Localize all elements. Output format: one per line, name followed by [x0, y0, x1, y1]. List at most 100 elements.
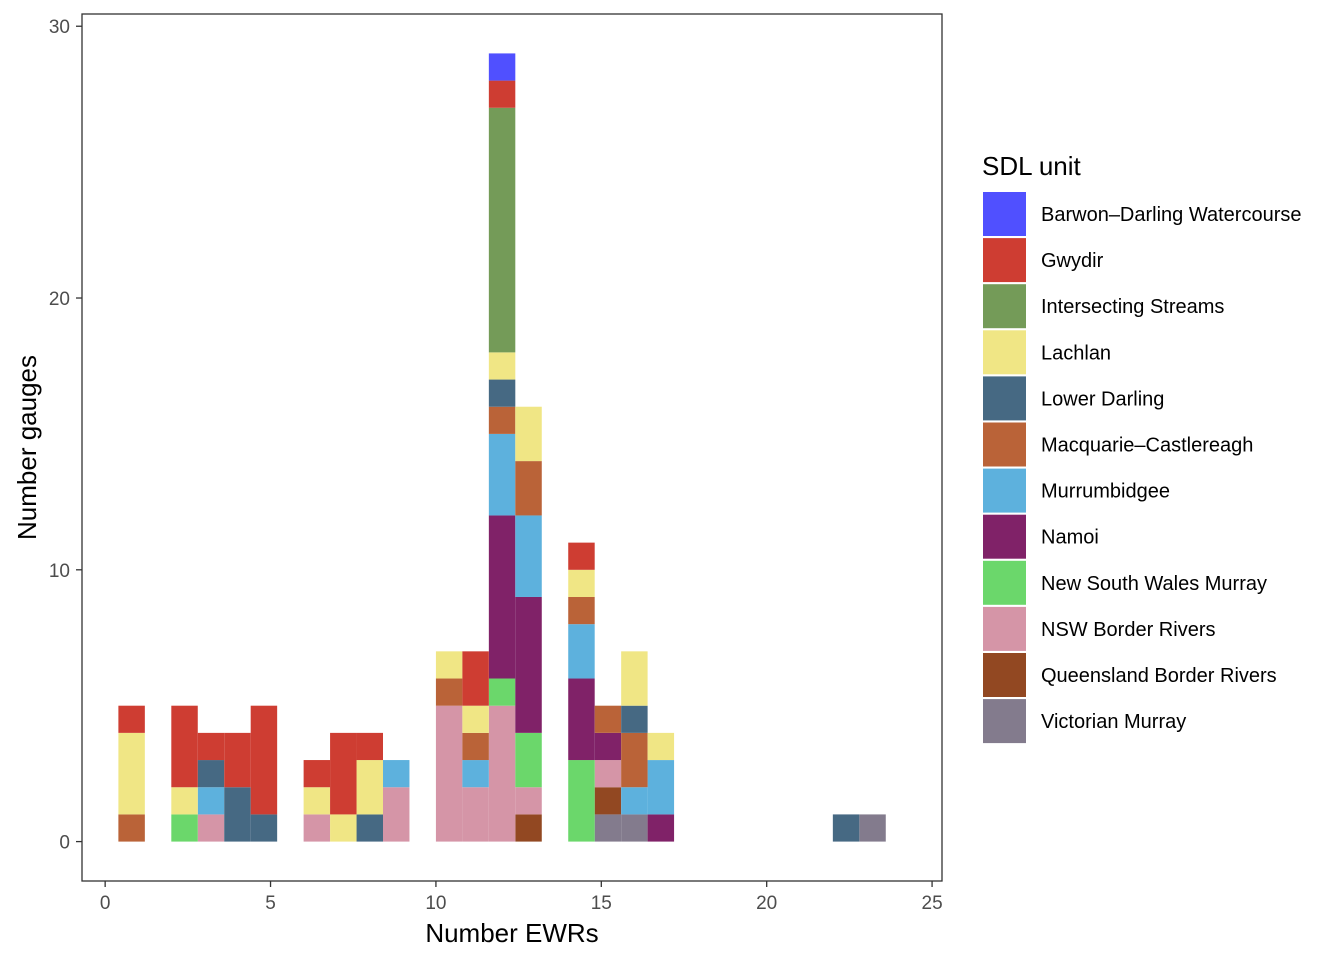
bar-victorian-murray-16: [621, 814, 648, 842]
y-axis-title: Number gauges: [12, 355, 42, 540]
bar-nsw-border-rivers-11_2: [462, 787, 489, 842]
bar-nsw-border-rivers-15_2: [594, 760, 622, 788]
bar-nsw-border-rivers-10_4: [435, 705, 463, 842]
axis-ticks: 0 5 10 15 20 25 0 10 20 30: [49, 17, 943, 914]
bar-victorian-murray-23_2: [859, 814, 886, 842]
bar-murrumbidgee-11_2: [462, 760, 489, 788]
bar-gwydir-0_8: [118, 705, 145, 733]
bar-namoi-14_4: [568, 678, 595, 761]
bar-lachlan-14_4: [568, 569, 595, 597]
bar-lachlan-11_2: [462, 705, 489, 733]
x-tick-label: 5: [265, 893, 276, 914]
bar-namoi-12_8: [515, 596, 542, 733]
bar-macquarie-castlereagh-0_8: [118, 814, 145, 842]
bar-new-south-wales-murray-14_4: [568, 760, 595, 842]
legend-label-queensland-border-rivers: Queensland Border Rivers: [1041, 665, 1277, 687]
legend-label-victorian-murray: Victorian Murray: [1041, 711, 1186, 733]
bar-lower-darling-3_2: [197, 760, 225, 788]
bar-nsw-border-rivers-12_8: [515, 787, 542, 815]
bar-lower-darling-4: [224, 787, 251, 842]
x-tick-label: 10: [425, 893, 446, 914]
bar-intersecting-streams-12: [488, 107, 516, 353]
x-tick-label: 15: [591, 893, 612, 914]
bar-new-south-wales-murray-2_4: [171, 814, 198, 842]
y-tick-label: 0: [59, 833, 70, 854]
plot-panel-border: [81, 13, 943, 882]
bar-gwydir-4_8: [250, 705, 278, 815]
y-tick-label: 10: [49, 561, 70, 582]
bar-namoi-12: [488, 515, 516, 679]
bar-queensland-border-rivers-12_8: [515, 814, 542, 842]
legend-label-intersecting-streams: Intersecting Streams: [1041, 296, 1224, 318]
bar-lower-darling-8: [356, 814, 383, 842]
bar-lower-darling-16: [621, 705, 648, 733]
bar-murrumbidgee-3_2: [197, 787, 225, 815]
legend-items: Barwon–Darling Watercourse Gwydir Intersec…: [983, 192, 1301, 744]
bar-macquarie-castlereagh-14_4: [568, 596, 595, 625]
bar-barwon-darling-watercourse-12: [488, 53, 516, 81]
x-axis-title: Number EWRs: [425, 918, 598, 948]
bar-macquarie-castlereagh-12_8: [515, 461, 542, 516]
legend-key-new-south-wales-murray: [983, 560, 1026, 605]
bar-murrumbidgee-12_8: [515, 515, 542, 597]
legend-label-gwydir: Gwydir: [1041, 250, 1104, 272]
bar-nsw-border-rivers-8_8: [383, 787, 410, 842]
legend-label-lachlan: Lachlan: [1041, 342, 1111, 364]
bar-gwydir-7_2: [330, 732, 357, 815]
legend-key-macquarie-castlereagh: [983, 422, 1026, 467]
bar-lachlan-7_2: [330, 814, 357, 842]
bar-namoi-16_8: [647, 814, 675, 842]
bar-lachlan-10_4: [435, 651, 463, 679]
bar-murrumbidgee-12: [488, 433, 516, 516]
legend-key-gwydir: [983, 238, 1026, 283]
legend-key-queensland-border-rivers: [983, 653, 1026, 697]
bar-murrumbidgee-16: [621, 787, 648, 815]
bar-victorian-murray-15_2: [594, 814, 622, 842]
legend-title: SDL unit: [982, 151, 1082, 181]
bar-lachlan-6_4: [303, 787, 331, 815]
x-tick-label: 0: [100, 893, 111, 914]
bar-namoi-15_2: [594, 732, 622, 761]
bar-lachlan-12: [488, 352, 516, 380]
bar-macquarie-castlereagh-15_2: [594, 705, 622, 733]
legend-key-lower-darling: [983, 376, 1026, 421]
bar-lachlan-0_8: [118, 732, 145, 815]
x-tick-label: 25: [922, 893, 943, 914]
bar-gwydir-2_4: [171, 705, 198, 788]
legend-label-macquarie-castlereagh: Macquarie–Castlereagh: [1041, 435, 1253, 457]
bar-nsw-border-rivers-6_4: [303, 814, 331, 842]
legend-key-namoi: [983, 514, 1026, 559]
bar-gwydir-6_4: [303, 760, 331, 788]
bar-new-south-wales-murray-12_8: [515, 732, 542, 788]
bar-gwydir-11_2: [462, 651, 489, 706]
legend: SDL unit Barwon–Darling Watercourse Gwydi…: [982, 151, 1301, 744]
bar-new-south-wales-murray-12: [488, 678, 516, 706]
x-tick-label: 20: [756, 893, 777, 914]
bar-macquarie-castlereagh-10_4: [435, 678, 463, 706]
bar-macquarie-castlereagh-16: [621, 732, 648, 788]
bar-lachlan-2_4: [171, 787, 198, 815]
bar-lachlan-16: [621, 651, 648, 706]
bar-nsw-border-rivers-3_2: [197, 814, 225, 842]
legend-key-intersecting-streams: [983, 284, 1026, 329]
bar-lachlan-12_8: [515, 406, 542, 462]
bar-murrumbidgee-14_4: [568, 624, 595, 679]
legend-key-lachlan: [983, 330, 1026, 375]
bar-lachlan-8: [356, 760, 383, 815]
y-tick-label: 20: [49, 289, 70, 310]
bar-macquarie-castlereagh-11_2: [462, 732, 489, 761]
legend-key-barwon-darling-watercourse: [983, 192, 1026, 236]
bar-lower-darling-22_4: [832, 814, 860, 842]
bar-gwydir-12: [488, 80, 516, 108]
bar-gwydir-8: [356, 732, 383, 761]
legend-key-murrumbidgee: [983, 468, 1026, 513]
legend-key-victorian-murray: [983, 699, 1026, 744]
legend-key-nsw-border-rivers: [983, 606, 1026, 651]
bar-gwydir-4: [224, 732, 251, 788]
legend-label-nsw-border-rivers: NSW Border Rivers: [1041, 619, 1215, 641]
bar-lachlan-16_8: [647, 732, 675, 761]
legend-label-murrumbidgee: Murrumbidgee: [1041, 481, 1170, 503]
y-tick-label: 30: [49, 17, 70, 38]
legend-label-barwon-darling-watercourse: Barwon–Darling Watercourse: [1041, 204, 1301, 226]
